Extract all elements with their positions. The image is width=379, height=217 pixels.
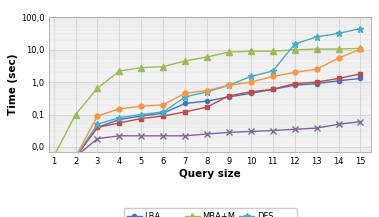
LBA	[249, 92, 253, 95]
ISHMAEL	[52, 155, 56, 158]
ISHMAEL	[314, 68, 319, 71]
MBA-M	[52, 155, 56, 158]
LBA	[336, 79, 341, 82]
LBA	[358, 77, 363, 80]
MBA-M	[73, 155, 78, 158]
LBA-OPT	[227, 94, 231, 97]
DFS	[52, 155, 56, 158]
LBA	[205, 100, 209, 102]
LBA	[227, 95, 231, 98]
MBA+M	[205, 56, 209, 58]
DFS	[139, 113, 144, 116]
DFS	[249, 75, 253, 78]
MBA-M	[293, 128, 297, 131]
LBA	[161, 112, 166, 114]
LBA	[183, 102, 188, 105]
MBA-M	[249, 130, 253, 133]
LBA	[314, 82, 319, 85]
ISHMAEL	[249, 81, 253, 83]
LBA-OPT	[293, 82, 297, 85]
ISHMAEL	[139, 105, 144, 108]
ISHMAEL	[227, 84, 231, 87]
DFS	[117, 116, 122, 119]
LBA	[139, 115, 144, 117]
DFS	[205, 90, 209, 93]
MBA-M	[117, 135, 122, 137]
ISHMAEL	[336, 57, 341, 59]
ISHMAEL	[293, 71, 297, 74]
Legend: LBA, LBA-OPT, MBA+M, MBA-M, DFS, ISHMAEL: LBA, LBA-OPT, MBA+M, MBA-M, DFS, ISHMAEL	[124, 208, 297, 217]
MBA+M	[139, 66, 144, 69]
ISHMAEL	[358, 48, 363, 50]
MBA+M	[161, 65, 166, 68]
ISHMAEL	[205, 89, 209, 92]
MBA-M	[161, 135, 166, 137]
DFS	[227, 84, 231, 87]
MBA+M	[52, 155, 56, 158]
MBA-M	[227, 131, 231, 134]
LBA-OPT	[271, 88, 275, 91]
LBA-OPT	[249, 90, 253, 93]
DFS	[183, 95, 188, 98]
MBA+M	[314, 48, 319, 50]
MBA+M	[227, 51, 231, 53]
MBA-M	[336, 123, 341, 126]
LBA	[293, 84, 297, 87]
Line: LBA: LBA	[52, 76, 363, 159]
Line: MBA-M: MBA-M	[51, 119, 363, 159]
LBA-OPT	[73, 155, 78, 158]
MBA+M	[293, 48, 297, 51]
LBA	[271, 88, 275, 91]
MBA-M	[139, 135, 144, 137]
MBA-M	[183, 135, 188, 137]
ISHMAEL	[95, 115, 100, 117]
MBA+M	[358, 47, 363, 50]
DFS	[161, 111, 166, 113]
LBA-OPT	[161, 115, 166, 117]
LBA-OPT	[336, 77, 341, 80]
MBA+M	[95, 87, 100, 89]
DFS	[73, 155, 78, 158]
LBA-OPT	[358, 72, 363, 75]
LBA-OPT	[139, 117, 144, 120]
Line: ISHMAEL: ISHMAEL	[51, 47, 363, 159]
LBA-OPT	[117, 122, 122, 124]
LBA-OPT	[52, 155, 56, 158]
LBA	[117, 118, 122, 121]
DFS	[271, 70, 275, 72]
MBA-M	[95, 137, 100, 140]
Line: DFS: DFS	[50, 25, 364, 160]
Line: MBA+M: MBA+M	[51, 46, 363, 159]
MBA-M	[205, 133, 209, 135]
DFS	[95, 123, 100, 126]
LBA-OPT	[205, 106, 209, 108]
LBA-OPT	[183, 111, 188, 113]
DFS	[358, 27, 363, 30]
ISHMAEL	[271, 75, 275, 78]
LBA-OPT	[314, 81, 319, 83]
LBA-OPT	[95, 126, 100, 129]
Y-axis label: Time (sec): Time (sec)	[8, 54, 18, 115]
Line: LBA-OPT: LBA-OPT	[52, 72, 363, 159]
DFS	[314, 36, 319, 38]
MBA-M	[271, 129, 275, 132]
MBA-M	[314, 127, 319, 129]
MBA+M	[183, 60, 188, 62]
X-axis label: Query size: Query size	[180, 169, 241, 179]
MBA-M	[358, 120, 363, 123]
LBA	[95, 126, 100, 129]
ISHMAEL	[183, 92, 188, 95]
ISHMAEL	[161, 104, 166, 106]
MBA+M	[249, 50, 253, 53]
ISHMAEL	[73, 155, 78, 158]
LBA	[52, 155, 56, 158]
MBA+M	[271, 50, 275, 53]
MBA+M	[336, 48, 341, 50]
DFS	[293, 43, 297, 45]
MBA+M	[117, 70, 122, 72]
LBA	[73, 155, 78, 158]
DFS	[336, 32, 341, 35]
ISHMAEL	[117, 107, 122, 110]
MBA+M	[73, 113, 78, 116]
